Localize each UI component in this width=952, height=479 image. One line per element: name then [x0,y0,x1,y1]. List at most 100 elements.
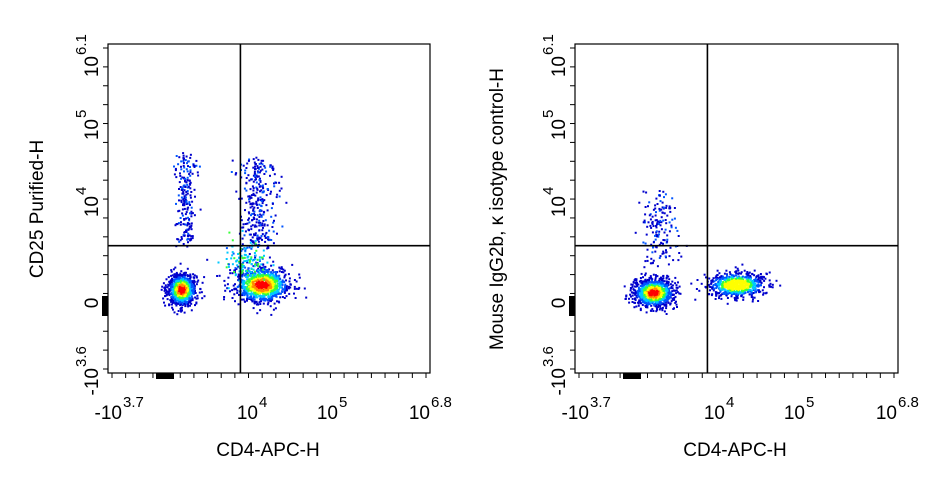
event-dot [744,286,747,289]
event-dot [740,294,743,297]
event-dot [259,224,262,226]
event-dot [668,255,671,258]
event-dot [647,205,649,208]
event-dot [658,293,661,296]
event-dot [272,274,275,276]
event-dot [646,286,649,289]
event-dot [244,169,247,172]
event-dot [254,163,257,166]
event-dot [259,180,262,183]
event-dot [642,296,645,299]
event-dot [188,225,191,228]
event-dot [658,287,661,289]
event-dot [257,263,260,265]
event-dot [675,303,678,306]
x-tick-base: -10 [95,403,122,424]
event-dot [735,299,738,302]
event-dot [233,271,236,273]
event-dot [186,192,189,195]
event-dot [187,284,190,287]
event-dot [262,159,265,162]
event-dot [646,248,649,251]
event-dot [254,175,257,177]
event-dot [700,282,703,285]
event-dot [184,178,187,180]
event-dot [168,280,171,283]
event-dot [651,291,654,293]
event-dot [665,277,668,280]
event-dot [167,283,170,286]
event-dot [651,308,654,311]
event-dot [262,270,265,273]
event-dot [249,292,252,295]
event-dot [248,278,251,281]
event-dot [749,285,752,288]
event-dot [649,275,652,278]
event-dot [630,283,633,286]
event-dot [270,239,273,241]
event-dot [254,165,256,168]
event-dot [671,290,674,293]
event-dot [658,233,660,236]
event-dot [674,295,677,298]
event-dot [242,261,245,264]
event-dot [259,285,262,288]
event-dot [728,283,731,286]
event-dot [754,279,756,282]
event-dot [666,292,669,295]
event-dot [646,255,649,258]
event-dot [658,288,661,291]
event-dot [665,222,668,225]
event-dot [182,198,185,201]
event-dot [261,267,264,269]
event-dot [180,237,183,240]
event-dot [677,259,680,262]
event-dot [268,281,271,284]
event-dot [667,293,670,296]
event-dot [715,293,718,296]
event-dot [673,298,676,301]
event-dot [750,281,752,284]
event-dot [667,301,670,304]
event-dot [256,167,259,169]
event-dot [261,288,264,291]
event-dot [663,299,665,302]
event-dot [768,279,771,282]
event-dot [726,286,729,289]
event-dot [178,240,181,243]
event-dot [663,303,666,306]
event-dot [640,296,643,299]
event-dot [188,179,191,182]
event-dot [654,303,657,306]
event-dot [644,206,647,208]
event-dot [650,226,653,229]
event-dot [246,275,249,278]
event-dot [666,291,669,294]
event-dot [655,291,658,294]
event-dot [283,274,286,277]
event-dot [643,266,646,269]
event-dot [282,280,285,283]
event-dot [272,264,275,267]
event-dot [189,196,192,199]
event-dot [652,246,654,249]
event-dot [174,302,177,305]
event-dot [746,273,749,276]
event-dot [263,223,266,226]
event-dot [252,158,255,161]
event-dot [662,239,665,241]
event-dot [656,308,658,311]
event-dot [661,309,664,312]
event-dot [646,293,649,296]
event-dot [268,299,271,302]
event-dot [718,297,720,300]
event-dot [265,289,268,292]
event-dot [264,233,267,236]
event-dot [273,173,276,176]
event-dot [184,301,187,304]
event-dot [168,294,171,297]
event-dot [631,294,634,297]
event-dot [672,293,675,296]
event-dot [172,300,175,303]
event-dot [180,309,182,312]
